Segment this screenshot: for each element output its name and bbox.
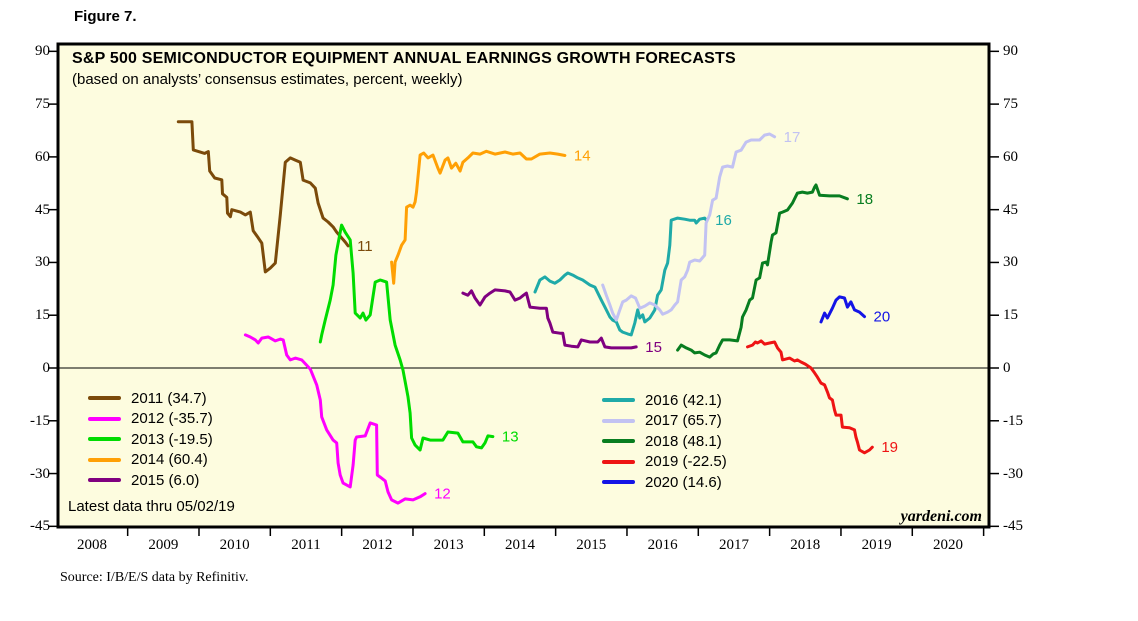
y-axis-tick-label: -45 [30,518,50,535]
y-axis-tick-label: 0 [1003,360,1011,376]
plot-frame [56,42,991,529]
x-axis-year-label: 2019 [861,537,892,553]
series-end-label-2016: 16 [715,212,732,229]
legend-swatch-2016 [602,398,635,403]
series-end-label-2018: 18 [856,191,873,208]
legend-item-2015: 2015 (6.0) [88,470,213,491]
y-axis-tick-label: 30 [1003,254,1018,271]
legend-label-2018: 2018 (48.1) [645,432,722,450]
series-line-2011 [176,120,350,274]
legend-swatch-2018 [602,439,635,444]
legend-label-2015: 2015 (6.0) [131,471,200,489]
legend-item-2011: 2011 (34.7) [88,388,213,409]
x-axis-year-label: 2020 [932,537,963,553]
series-end-label-2014: 14 [574,147,591,164]
legend-swatch-2017 [602,418,635,423]
legend-item-2013: 2013 (-19.5) [88,429,213,450]
y-axis-tick-label: 90 [1003,43,1018,60]
y-axis-tick-label: 0 [42,360,51,376]
series-line-2016 [533,216,708,337]
legend-swatch-2013 [88,437,121,442]
y-axis-tick-label: 30 [35,254,50,271]
x-axis-year-label: 2008 [76,537,107,553]
series-line-2019 [746,339,874,455]
legend-swatch-2012 [88,416,121,421]
figure-number: Figure 7. [74,8,137,25]
legend-swatch-2019 [602,459,635,464]
series-end-label-2013: 13 [502,429,519,446]
series-end-label-2020: 20 [873,309,890,326]
y-axis-tick-label: 75 [1003,96,1018,113]
x-axis-year-label: 2011 [291,537,321,553]
legend-swatch-2015 [88,478,121,483]
chart-title: S&P 500 SEMICONDUCTOR EQUIPMENT ANNUAL E… [72,50,736,67]
x-axis-year-label: 2010 [219,537,250,553]
legend-item-2014: 2014 (60.4) [88,450,213,471]
series-line-2017 [601,132,777,322]
series-line-2014 [390,149,567,285]
y-axis-tick-label: -45 [1003,518,1023,535]
x-axis-year-label: 2009 [148,537,179,553]
series-end-label-2019: 19 [881,439,898,456]
y-axis-tick-label: 60 [35,148,50,165]
y-axis-tick-label: -30 [1003,465,1023,482]
legend-label-2016: 2016 (42.1) [645,391,722,409]
series-line-2018 [676,183,849,359]
legend-item-2016: 2016 (42.1) [602,390,727,411]
legend-label-2013: 2013 (-19.5) [131,430,213,448]
legend-item-2018: 2018 (48.1) [602,431,727,452]
y-axis-tick-label: 90 [35,43,50,60]
legend-item-2019: 2019 (-22.5) [602,452,727,473]
y-axis-tick-label: -15 [30,412,50,429]
series-end-label-2015: 15 [645,339,662,356]
legend-label-2020: 2020 (14.6) [645,473,722,491]
legend-right-column: 2016 (42.1) 2017 (65.7) 2018 (48.1) 2019 (-… [602,390,727,493]
legend-label-2017: 2017 (65.7) [645,412,722,430]
chart-subtitle: (based on analysts’ consensus estimates,… [72,71,463,88]
series-line-2020 [819,295,866,324]
legend-item-2012: 2012 (-35.7) [88,409,213,430]
legend-item-2017: 2017 (65.7) [602,411,727,432]
latest-data-note: Latest data thru 05/02/19 [68,498,235,515]
x-axis-year-label: 2013 [433,537,464,553]
y-axis-tick-label: 15 [1003,307,1018,324]
series-line-2012 [243,333,427,505]
x-axis-year-label: 2015 [576,537,607,553]
y-axis-tick-label: 75 [35,96,50,113]
yardeni-watermark: yardeni.com [900,508,982,525]
x-axis-year-label: 2014 [504,537,535,553]
legend-label-2012: 2012 (-35.7) [131,410,213,428]
y-axis-tick-label: 60 [1003,148,1018,165]
legend-swatch-2020 [602,480,635,485]
legend-label-2014: 2014 (60.4) [131,451,208,469]
legend-swatch-2011 [88,396,121,401]
series-end-label-2012: 12 [434,486,451,503]
y-axis-tick-label: -30 [30,465,50,482]
x-axis-year-label: 2017 [718,537,749,553]
x-axis-year-label: 2016 [647,537,678,553]
y-axis-tick-label: 15 [35,307,50,324]
x-axis-year-label: 2012 [362,537,393,553]
legend-label-2019: 2019 (-22.5) [645,453,727,471]
series-line-2013 [318,223,495,452]
series-end-label-2011: 11 [357,238,373,255]
series-end-label-2017: 17 [784,129,801,146]
y-axis-tick-label: -15 [1003,412,1023,429]
y-axis-tick-label: 45 [35,201,50,218]
x-axis-year-label: 2018 [790,537,821,553]
legend-item-2020: 2020 (14.6) [602,472,727,493]
y-axis-tick-label: 45 [1003,201,1018,218]
legend-swatch-2014 [88,457,121,462]
series-line-2015 [461,288,638,350]
source-note: Source: I/B/E/S data by Refinitiv. [60,570,249,585]
legend-label-2011: 2011 (34.7) [131,389,207,407]
legend-left-column: 2011 (34.7) 2012 (-35.7) 2013 (-19.5) 2014 … [88,388,213,491]
